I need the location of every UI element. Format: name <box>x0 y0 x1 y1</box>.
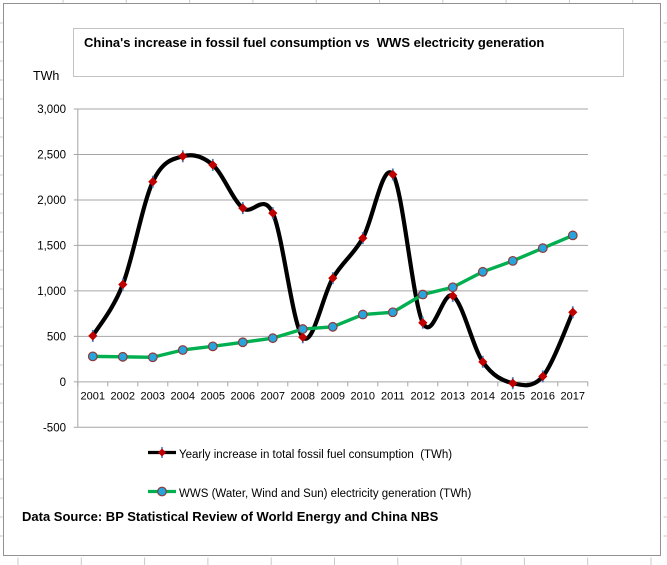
svg-text:2017: 2017 <box>561 391 585 403</box>
fossil-series-markers <box>88 150 578 390</box>
y-axis-tick-labels: 3,000 2,500 2,000 1,500 1,000 500 0 -500 <box>37 104 66 434</box>
svg-text:2007: 2007 <box>261 391 285 403</box>
svg-text:2003: 2003 <box>141 391 165 403</box>
svg-text:2012: 2012 <box>411 391 435 403</box>
wws-series-legend-marker-icon <box>147 485 177 503</box>
svg-text:500: 500 <box>47 331 66 343</box>
svg-text:2011: 2011 <box>381 391 405 403</box>
svg-text:2016: 2016 <box>531 391 555 403</box>
svg-text:2005: 2005 <box>201 391 225 403</box>
wws-series-line <box>91 233 575 359</box>
svg-text:-500: -500 <box>43 422 66 434</box>
svg-text:2015: 2015 <box>501 391 525 403</box>
svg-text:2009: 2009 <box>321 391 345 403</box>
svg-text:2,500: 2,500 <box>37 149 66 161</box>
wws-series-markers <box>87 230 578 363</box>
chart-title: China's increase in fossil fuel consumpt… <box>84 35 545 50</box>
svg-text:2004: 2004 <box>171 391 195 403</box>
fossil-series-legend-marker-icon <box>147 446 177 464</box>
fossil-series-line <box>90 153 575 388</box>
svg-text:2001: 2001 <box>81 391 105 403</box>
svg-text:2008: 2008 <box>291 391 315 403</box>
x-axis-tick-labels: 2001 2002 2003 2004 2005 2006 2007 2008 2009 2010… <box>81 391 585 403</box>
svg-text:3,000: 3,000 <box>37 104 66 116</box>
chart-title-box: China's increase in fossil fuel consumpt… <box>73 28 624 77</box>
svg-text:1,500: 1,500 <box>37 240 66 252</box>
svg-text:2002: 2002 <box>111 391 135 403</box>
legend-label-fossil: Yearly increase in total fossil fuel con… <box>179 449 453 461</box>
svg-text:1,000: 1,000 <box>37 286 66 298</box>
svg-text:2013: 2013 <box>441 391 465 403</box>
svg-text:0: 0 <box>60 377 66 389</box>
data-source-note: Data Source: BP Statistical Review of Wo… <box>22 509 439 524</box>
legend-item-fossil: Yearly increase in total fossil fuel con… <box>147 446 453 464</box>
y-axis-unit-label: TWh <box>33 69 60 83</box>
svg-text:2006: 2006 <box>231 391 255 403</box>
gridlines <box>73 108 589 428</box>
svg-text:2010: 2010 <box>351 391 375 403</box>
svg-text:2,000: 2,000 <box>37 195 66 207</box>
legend-label-wws: WWS (Water, Wind and Sun) electricity ge… <box>179 488 472 500</box>
svg-text:2014: 2014 <box>471 391 495 403</box>
legend-item-wws: WWS (Water, Wind and Sun) electricity ge… <box>147 485 472 503</box>
